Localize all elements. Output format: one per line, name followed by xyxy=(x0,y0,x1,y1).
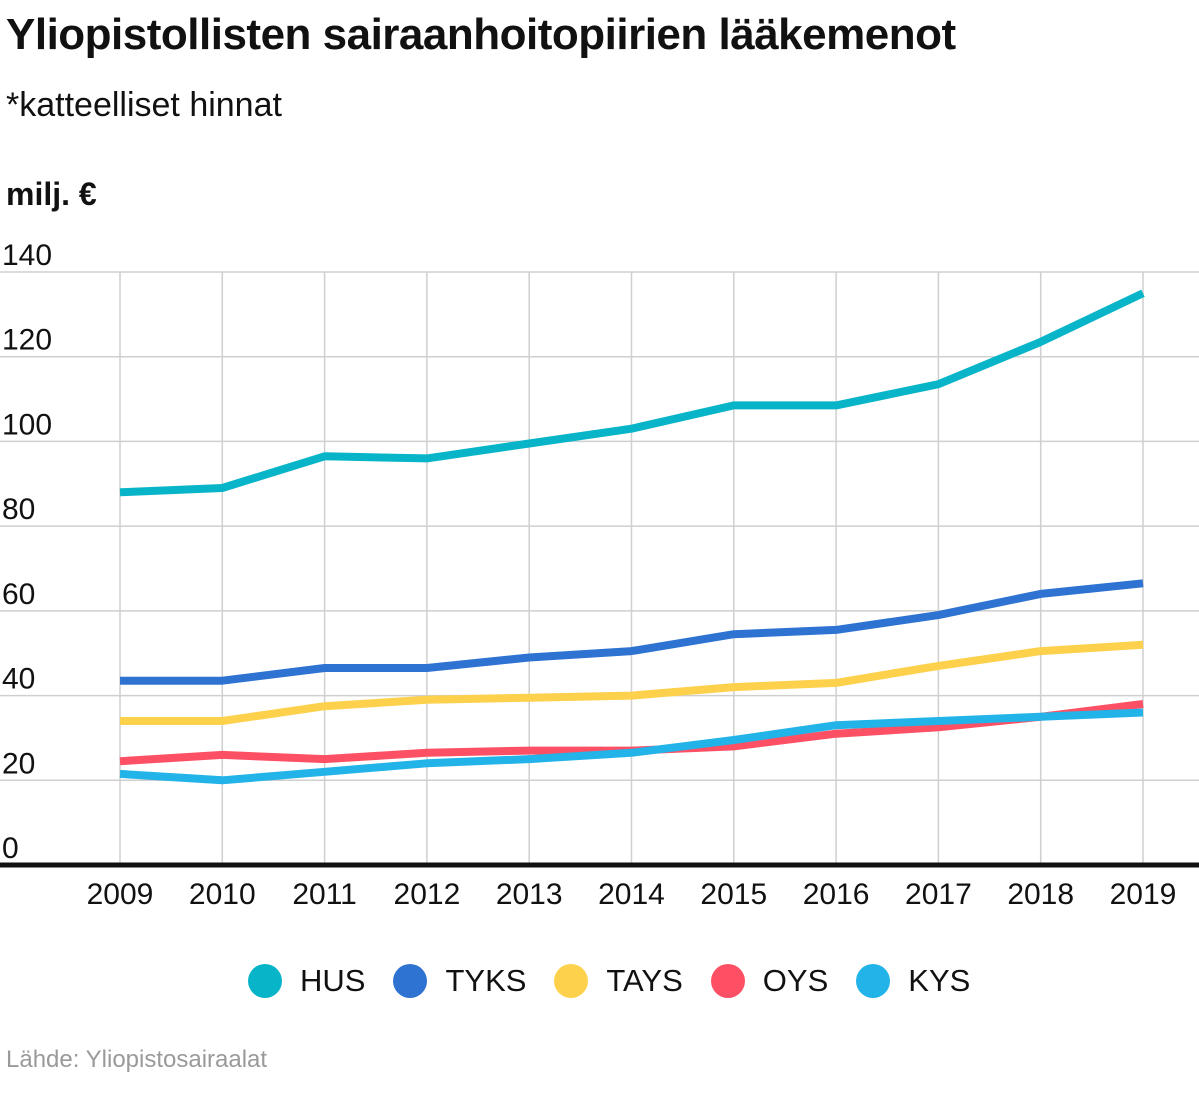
legend-swatch xyxy=(393,964,428,998)
y-tick-label: 140 xyxy=(2,239,52,272)
y-tick-label: 100 xyxy=(2,408,52,441)
series-line-hus xyxy=(119,289,1145,497)
legend-item-tays: TAYS xyxy=(554,963,683,999)
legend-swatch xyxy=(248,964,282,998)
series-line-tays xyxy=(120,640,1144,725)
legend-item-hus: HUS xyxy=(248,963,365,999)
y-tick-label: 60 xyxy=(2,578,35,611)
legend-item-tyks: TYKS xyxy=(393,963,526,999)
legend-item-kys: KYS xyxy=(856,963,970,999)
series-line-kys xyxy=(119,708,1144,785)
legend-swatch xyxy=(710,964,745,998)
x-tick-label: 2015 xyxy=(700,878,767,911)
x-tick-label: 2011 xyxy=(292,878,357,911)
legend-label: TYKS xyxy=(445,963,527,998)
x-tick-label: 2016 xyxy=(803,878,870,911)
x-tick-label: 2009 xyxy=(87,878,154,911)
legend-swatch xyxy=(554,964,589,998)
y-tick-label: 0 xyxy=(2,832,19,865)
chart-legend: HUS TYKS TAYS OYS KYS xyxy=(248,963,998,999)
y-tick-label: 40 xyxy=(2,663,35,696)
source-note: Lähde: Yliopistosairaalat xyxy=(6,1046,268,1073)
x-tick-label: 2014 xyxy=(598,878,665,911)
chart-subtitle: *katteelliset hinnat xyxy=(6,86,282,124)
chart-title: Yliopistollisten sairaanhoitopiirien lää… xyxy=(6,10,956,59)
y-tick-label: 20 xyxy=(2,747,35,780)
legend-label: TAYS xyxy=(606,963,683,998)
line-chart: 0 20 40 60 80 100 120 140 2009 2010 2011 2012 2013 20… xyxy=(0,239,1199,911)
x-tick-label: 2019 xyxy=(1110,878,1177,911)
y-tick-label: 80 xyxy=(2,493,35,526)
x-tick-label: 2017 xyxy=(905,878,972,911)
x-tick-label: 2013 xyxy=(496,878,563,911)
x-tick-label: 2010 xyxy=(189,878,256,911)
legend-label: KYS xyxy=(908,963,971,998)
legend-label: HUS xyxy=(300,963,366,998)
legend-item-oys: OYS xyxy=(710,963,829,999)
y-axis-unit-label: milj. € xyxy=(6,176,97,212)
y-tick-label: 120 xyxy=(2,324,52,357)
x-tick-label: 2012 xyxy=(394,878,461,911)
series-line-tyks xyxy=(120,579,1144,685)
legend-label: OYS xyxy=(762,963,829,998)
legend-swatch xyxy=(856,964,891,998)
x-tick-label: 2018 xyxy=(1007,878,1074,911)
